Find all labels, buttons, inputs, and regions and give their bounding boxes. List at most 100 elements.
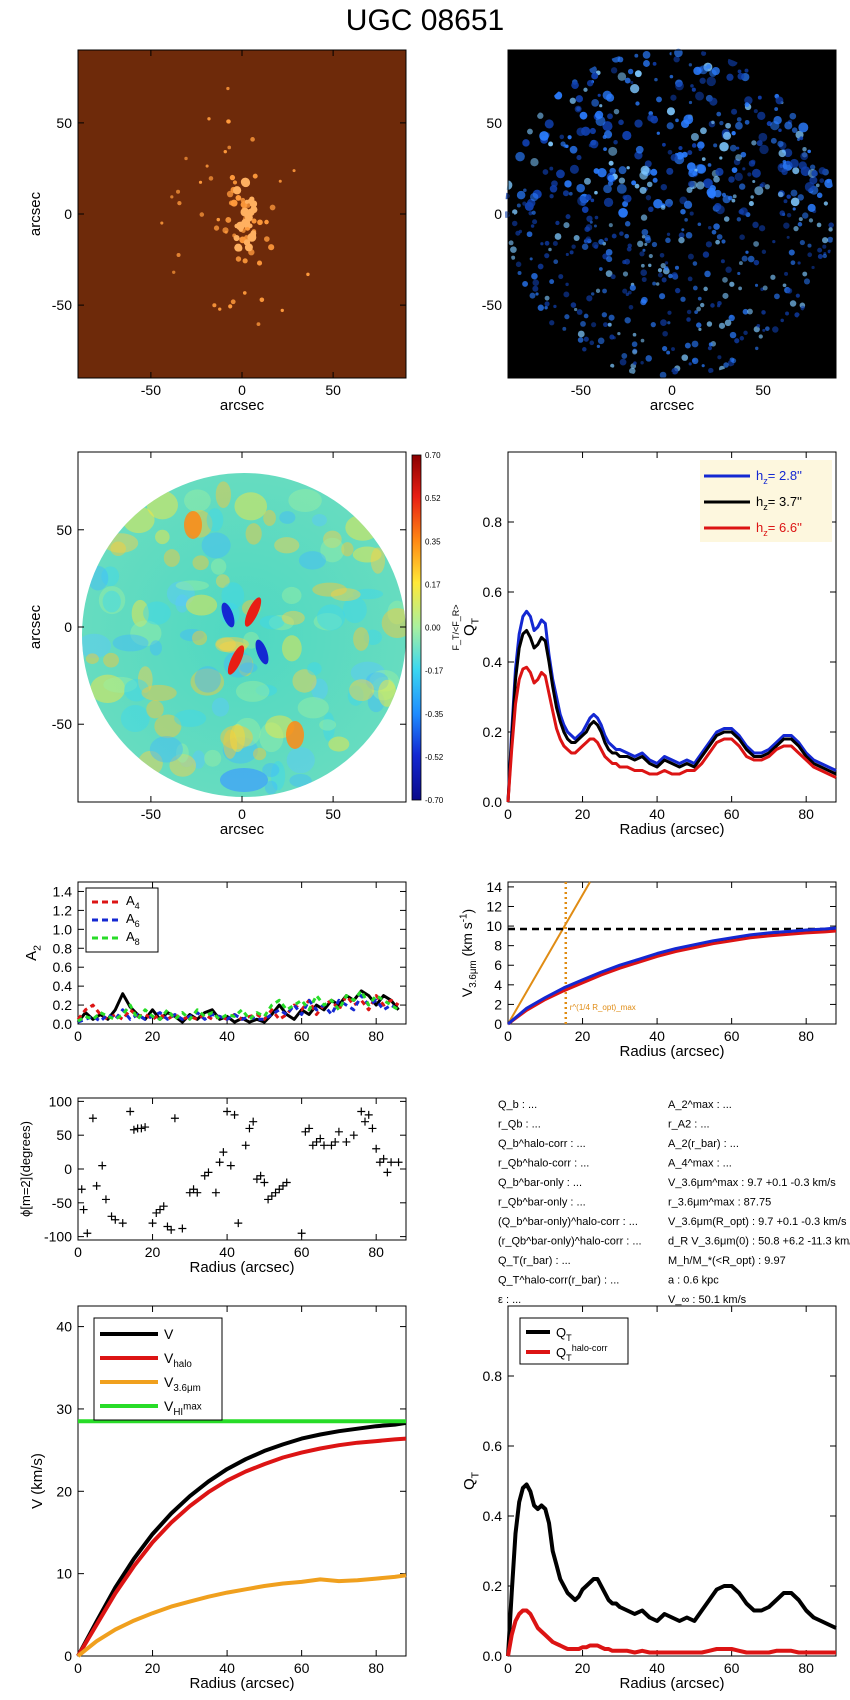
emission-spot (753, 326, 760, 333)
emission-spot (680, 209, 686, 215)
emission-spot (626, 166, 630, 170)
emission-spot (752, 179, 756, 183)
scatter-point (215, 1158, 224, 1167)
scatter-point (92, 1181, 101, 1190)
disk-clip (505, 48, 834, 378)
emission-spot (241, 218, 251, 228)
page-title: UGC 08651 (345, 4, 505, 37)
scatter-point (279, 1181, 287, 1190)
emission-spot (739, 234, 745, 240)
emission-spot (517, 271, 522, 275)
emission-spot (758, 225, 766, 232)
scatter-point (387, 1158, 396, 1167)
emission-spot (577, 330, 585, 338)
panel-image-orange: -50 0 50 -50 0 50 arcsec arcsec (27, 49, 407, 414)
y-tick-label: 0.4 (483, 654, 503, 670)
emission-spot (618, 207, 628, 218)
emission-spot (624, 77, 631, 84)
emission-spot (608, 223, 613, 228)
y-tick-label: -50 (482, 297, 502, 313)
map-blob (235, 680, 270, 702)
emission-spot (243, 239, 251, 246)
emission-spot (726, 73, 734, 81)
emission-spot (662, 346, 668, 352)
legend-label: Vhalo (164, 1350, 192, 1370)
map-blob (370, 547, 386, 574)
emission-spot (212, 303, 217, 308)
emission-spot (647, 114, 655, 122)
emission-spot (713, 176, 720, 183)
emission-spot (631, 341, 638, 348)
emission-spot (556, 169, 565, 179)
emission-spot (708, 367, 714, 374)
emission-spot (613, 108, 620, 115)
emission-spot (794, 312, 800, 318)
series-line (506, 1608, 836, 1657)
info-right-row: r_3.6μm^max : 87.75 (668, 1197, 771, 1209)
x-tick-label: 80 (798, 1660, 814, 1676)
y-tick-label: 0.8 (483, 514, 503, 530)
scatter-point (334, 1127, 343, 1136)
y-tick-label: -100 (44, 1229, 72, 1245)
label-part: A (126, 929, 135, 944)
emission-spot (589, 127, 596, 135)
label-part: h (756, 520, 763, 535)
map-blob (353, 627, 370, 651)
x-tick-label: 60 (724, 1660, 740, 1676)
emission-spot (565, 214, 571, 220)
info-left-row: (r_Qb^bar-only)^halo-corr : ... (498, 1236, 642, 1248)
emission-spot (738, 261, 743, 266)
emission-spot (678, 145, 683, 151)
scatter-point (252, 1175, 261, 1184)
info-right-row: d_R V_3.6μm(0) : 50.8 +6.2 -11.3 km/s/kp… (668, 1236, 850, 1248)
scatter-point (230, 1110, 239, 1119)
emission-spot (670, 94, 677, 101)
y-tick-label: 0 (494, 1016, 502, 1032)
emission-spot (691, 143, 697, 148)
emission-spot (786, 235, 790, 239)
label-part: z (763, 528, 768, 538)
plot-frame (77, 881, 407, 1025)
info-left-row: r_Qb^halo-corr : ... (498, 1158, 589, 1170)
emission-spot (544, 306, 548, 310)
scatter-point (219, 1148, 228, 1157)
emission-spot (811, 265, 815, 270)
emission-spot (807, 243, 812, 248)
legend-label: A4 (126, 893, 140, 911)
emission-spot (685, 231, 693, 239)
map-blob (184, 489, 211, 512)
emission-spot (624, 233, 630, 239)
map-blob (322, 712, 335, 742)
emission-spot (751, 168, 761, 178)
emission-spot (803, 278, 811, 285)
scatter-point (185, 1188, 194, 1197)
scatter-point (178, 1224, 187, 1233)
emission-spot (802, 147, 807, 152)
emission-spot (234, 223, 240, 229)
emission-spot (608, 314, 615, 321)
emission-spot (690, 84, 694, 88)
x-tick-label: 0 (74, 1244, 82, 1260)
emission-spot (747, 308, 753, 315)
emission-spot (732, 194, 737, 199)
colorbar-tick-label: 0.52 (425, 494, 441, 503)
emission-spot (619, 231, 624, 236)
emission-spot (646, 181, 653, 188)
legend-label: QThalo-corr (556, 1343, 608, 1363)
y-tick-label: 100 (49, 1093, 73, 1109)
map-blob (175, 594, 189, 613)
emission-spot (780, 318, 784, 323)
y-tick-label: 0 (64, 206, 72, 222)
y-tick-label: 0.0 (483, 1648, 503, 1664)
emission-spot (606, 256, 613, 263)
label-part: z (763, 502, 768, 512)
emission-spot (660, 205, 666, 210)
emission-spot (618, 177, 626, 184)
emission-spot (574, 105, 582, 113)
emission-spot (799, 239, 805, 246)
legend-label: A8 (126, 929, 140, 947)
emission-spot (244, 199, 249, 204)
emission-spot (593, 244, 599, 249)
emission-spot (683, 114, 694, 125)
scatter-point (226, 1161, 235, 1170)
